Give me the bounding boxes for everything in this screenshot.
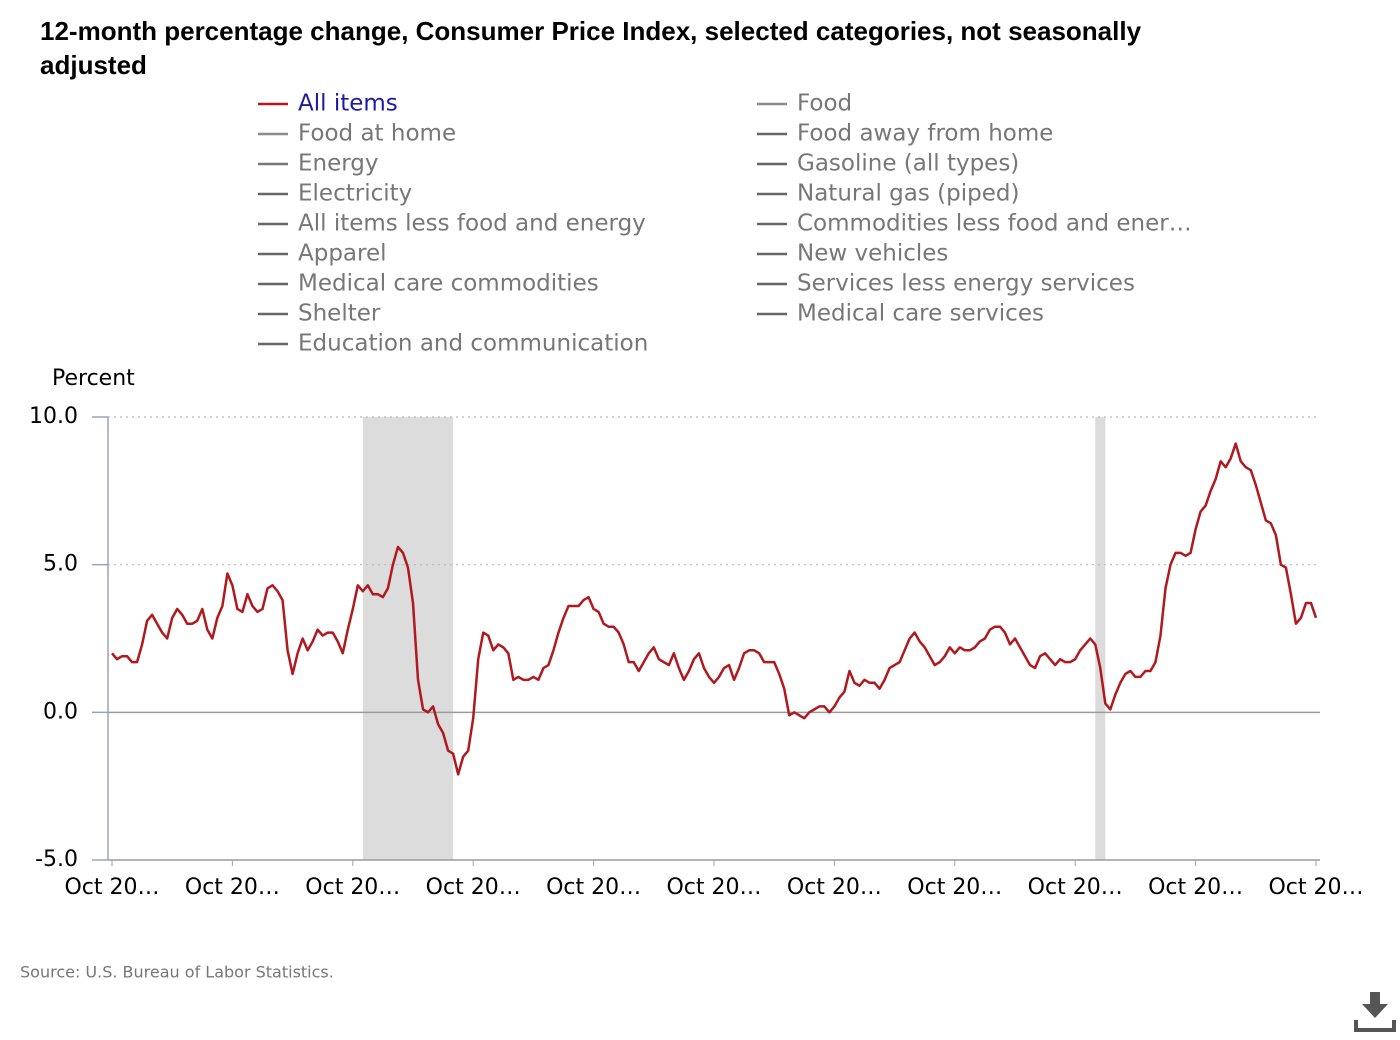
- x-tick-label: Oct 20…: [787, 875, 882, 900]
- y-tick-label: 0.0: [43, 699, 78, 724]
- source-note: Source: U.S. Bureau of Labor Statistics.: [20, 963, 334, 982]
- x-tick-label: Oct 20…: [185, 875, 280, 900]
- legend-label: Electricity: [298, 181, 412, 207]
- legend-label: Apparel: [298, 241, 387, 267]
- y-tick-label: -5.0: [35, 847, 78, 872]
- chart-title: 12-month percentage change, Consumer Pri…: [40, 16, 1142, 46]
- legend-label: New vehicles: [797, 241, 948, 267]
- legend-label: Energy: [298, 151, 379, 177]
- data-line: [111, 442, 1318, 776]
- legend-label: Gasoline (all types): [797, 151, 1019, 177]
- x-tick-label: Oct 20…: [907, 875, 1002, 900]
- chart-title: adjusted: [40, 50, 147, 80]
- y-tick-label: 5.0: [43, 552, 78, 577]
- legend-label: All items: [298, 91, 398, 117]
- download-arrow-head[interactable]: [1362, 1004, 1388, 1018]
- legend-label: Medical care services: [797, 301, 1044, 327]
- legend-label: Natural gas (piped): [797, 181, 1019, 207]
- x-tick-label: Oct 20…: [546, 875, 641, 900]
- x-tick-label: Oct 20…: [1028, 875, 1123, 900]
- legend-label: Food at home: [298, 121, 456, 147]
- y-tick-label: 10.0: [29, 404, 78, 429]
- recession-shade: [362, 417, 454, 860]
- legend-label: Commodities less food and ener…: [797, 211, 1192, 237]
- x-tick-label: Oct 20…: [1148, 875, 1243, 900]
- download-tray[interactable]: [1354, 1020, 1396, 1032]
- legend-label: Services less energy services: [797, 271, 1135, 297]
- legend-label: All items less food and energy: [298, 211, 646, 237]
- legend-label: Medical care commodities: [298, 271, 599, 297]
- y-axis-label: Percent: [52, 366, 135, 391]
- download-arrow-stem[interactable]: [1370, 992, 1380, 1006]
- download-icon[interactable]: [1354, 992, 1396, 1032]
- legend-label: Education and communication: [298, 331, 648, 357]
- x-tick-label: Oct 20…: [305, 875, 400, 900]
- x-tick-label: Oct 20…: [64, 875, 159, 900]
- legend-label: Food away from home: [797, 121, 1053, 147]
- x-tick-label: Oct 20…: [666, 875, 761, 900]
- x-tick-label: Oct 20…: [1268, 875, 1363, 900]
- x-tick-label: Oct 20…: [426, 875, 521, 900]
- legend-label: Shelter: [298, 301, 381, 327]
- recession-shade: [1095, 417, 1106, 860]
- legend-label: Food: [797, 91, 852, 117]
